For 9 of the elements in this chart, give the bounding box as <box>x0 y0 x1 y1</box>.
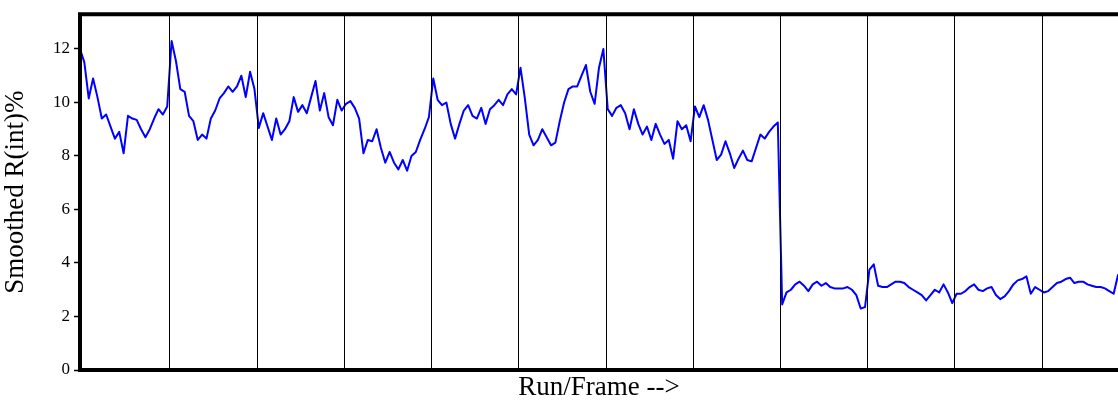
y-tick-label: 6 <box>61 198 70 218</box>
y-tick-label: 4 <box>61 252 71 272</box>
y-tick-label: 12 <box>53 38 70 58</box>
x-axis-title: Run/Frame --> <box>518 370 680 401</box>
y-tick-label: 8 <box>61 145 70 165</box>
y-tick-label: 0 <box>61 359 70 379</box>
y-tick-label: 10 <box>53 91 70 111</box>
y-tick-label: 2 <box>61 305 70 325</box>
y-axis-title: Smoothed R(int)% <box>0 90 30 294</box>
